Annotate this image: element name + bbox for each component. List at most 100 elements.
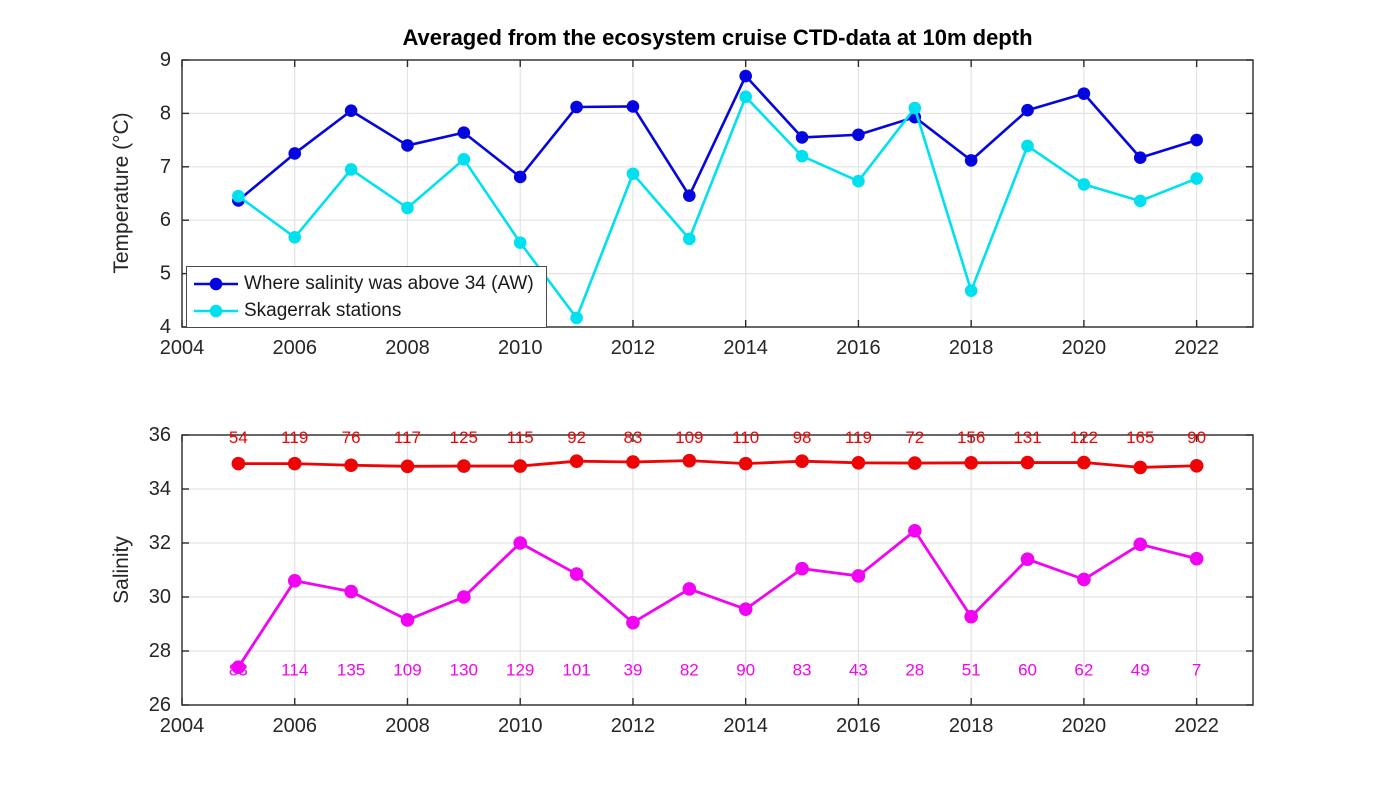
y-tick-label: 32 xyxy=(149,532,171,554)
data-point-marker xyxy=(964,456,978,470)
data-point-marker xyxy=(1133,537,1148,552)
data-point-marker xyxy=(964,154,978,167)
data-point-marker xyxy=(964,609,978,624)
count-label: 62 xyxy=(1074,660,1093,679)
series-line xyxy=(237,529,1197,668)
legend-item-skagerrak: Skagerrak stations xyxy=(193,297,534,324)
count-label: 109 xyxy=(393,660,421,679)
data-point-marker xyxy=(288,147,302,160)
count-label: 109 xyxy=(675,428,703,447)
data-point-marker xyxy=(513,459,528,473)
data-point-marker xyxy=(1190,133,1203,147)
y-tick-label: 28 xyxy=(149,640,171,662)
data-point-marker xyxy=(1077,455,1091,470)
data-point-marker xyxy=(287,456,302,471)
data-point-marker xyxy=(795,131,809,144)
x-tick-label: 2018 xyxy=(949,715,994,737)
count-label: 54 xyxy=(229,428,248,447)
x-tick-label: 2012 xyxy=(611,715,656,737)
data-point-marker xyxy=(344,163,358,176)
data-point-marker xyxy=(1021,139,1034,153)
y-tick-label: 7 xyxy=(160,156,171,178)
x-tick-label: 2022 xyxy=(1174,715,1219,737)
count-label: 110 xyxy=(732,428,759,447)
x-tick-label: 2010 xyxy=(498,337,543,359)
data-point-marker xyxy=(400,613,415,627)
count-label: 28 xyxy=(905,660,924,679)
count-label: 7 xyxy=(1192,660,1201,679)
series-line xyxy=(238,459,1197,469)
y-tick-label: 36 xyxy=(149,424,171,446)
count-label: 117 xyxy=(394,428,421,447)
count-label: 39 xyxy=(623,660,642,679)
count-label: 51 xyxy=(962,660,981,679)
data-point-marker xyxy=(1077,178,1091,191)
x-tick-label: 2010 xyxy=(498,715,543,737)
temperature-axis-label: Temperature (°C) xyxy=(110,112,133,274)
data-point-marker xyxy=(1077,572,1091,587)
x-tick-label: 2008 xyxy=(385,337,430,359)
data-point-marker xyxy=(344,584,358,599)
count-label: 90 xyxy=(736,660,755,679)
salinity-chart: 2004 2006 2008 2010 2012 2014 2016 2018 2020 2022… xyxy=(149,424,1254,737)
data-point-marker xyxy=(964,284,978,297)
count-label: 129 xyxy=(506,660,534,679)
data-point-marker xyxy=(231,660,246,674)
count-label: 119 xyxy=(845,428,872,447)
data-point-marker xyxy=(457,590,471,604)
legend-line-marker-icon xyxy=(194,304,238,317)
data-point-marker xyxy=(401,201,414,215)
x-tick-label: 2018 xyxy=(949,337,994,359)
data-point-marker xyxy=(683,189,696,202)
x-tick-label: 2016 xyxy=(836,337,881,359)
count-label: 90 xyxy=(1187,428,1206,447)
data-point-marker xyxy=(683,232,696,246)
count-label: 76 xyxy=(342,428,361,447)
data-point-marker xyxy=(513,536,528,550)
data-point-marker xyxy=(851,569,866,583)
y-tick-label: 6 xyxy=(160,209,171,231)
data-point-marker xyxy=(232,189,245,203)
y-tick-label: 5 xyxy=(160,263,171,285)
count-label: 83 xyxy=(793,660,812,679)
data-point-marker xyxy=(682,453,697,468)
count-label: 122 xyxy=(1070,428,1098,447)
axes-border xyxy=(181,434,1254,706)
axes-border xyxy=(181,59,1254,328)
legend-label-aw: Where salinity was above 34 (AW) xyxy=(244,272,534,294)
data-point-marker xyxy=(1020,552,1035,566)
x-tick-label: 2012 xyxy=(611,337,656,359)
series-line xyxy=(237,74,1198,202)
data-point-marker xyxy=(907,456,922,470)
data-point-marker xyxy=(287,574,302,588)
data-point-marker xyxy=(795,149,809,163)
legend-dot-swatch xyxy=(209,277,223,290)
data-point-marker xyxy=(626,455,640,469)
y-tick-label: 26 xyxy=(149,694,171,716)
count-label: 115 xyxy=(507,428,534,447)
salinity-axis-label: Salinity xyxy=(110,536,133,604)
data-point-marker xyxy=(795,561,809,576)
count-label: 125 xyxy=(450,428,478,447)
data-point-marker xyxy=(513,170,527,184)
data-point-marker xyxy=(457,153,471,166)
count-label: 131 xyxy=(1013,428,1041,447)
legend-item-aw: Where salinity was above 34 (AW) xyxy=(193,270,534,297)
data-point-marker xyxy=(1077,87,1091,100)
y-tick-label: 30 xyxy=(149,586,171,608)
data-point-marker xyxy=(1189,458,1204,473)
data-point-marker xyxy=(569,567,584,581)
count-label: 60 xyxy=(1018,660,1037,679)
x-tick-label: 2014 xyxy=(723,337,768,359)
y-tick-label: 4 xyxy=(160,316,171,338)
legend-line-marker-icon xyxy=(194,277,238,290)
legend-label-skagerrak: Skagerrak stations xyxy=(244,299,402,321)
data-point-marker xyxy=(908,101,922,115)
count-label: 72 xyxy=(905,428,924,447)
x-tick-label: 2020 xyxy=(1062,715,1107,737)
count-label: 83 xyxy=(623,428,642,447)
data-point-marker xyxy=(457,126,471,139)
count-label: 92 xyxy=(567,428,586,447)
data-point-marker xyxy=(513,236,527,249)
data-point-marker xyxy=(344,104,358,118)
